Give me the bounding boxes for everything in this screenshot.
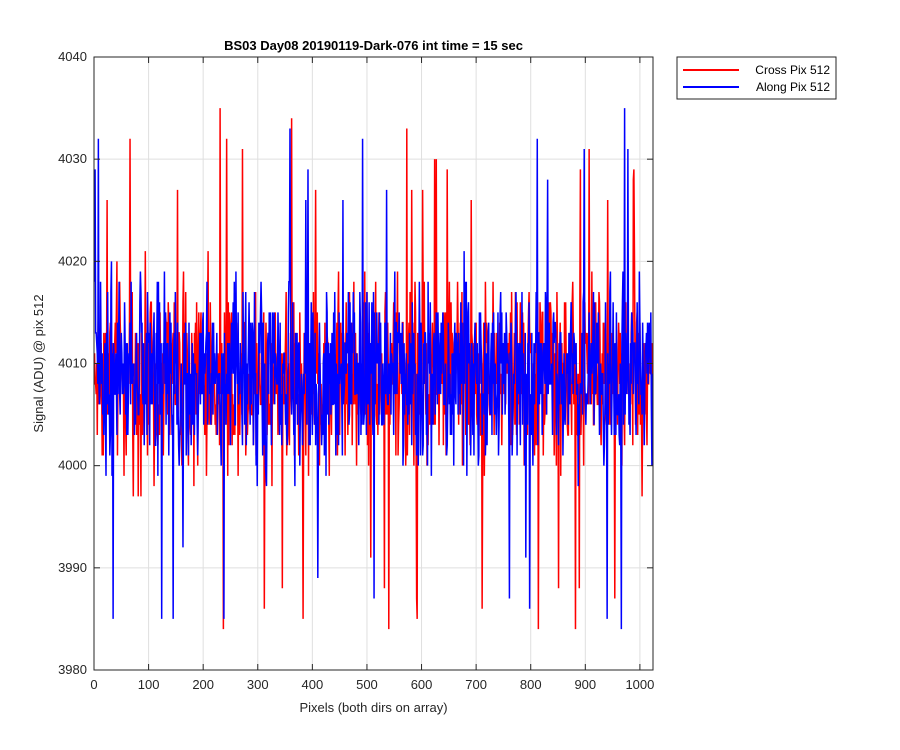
legend-box bbox=[676, 56, 837, 100]
series-line-along-pix-512 bbox=[94, 108, 653, 630]
y-axis-label: Signal (ADU) @ pix 512 bbox=[31, 294, 46, 432]
x-tick-label: 100 bbox=[138, 677, 160, 692]
x-tick-label: 800 bbox=[520, 677, 542, 692]
x-tick-label: 500 bbox=[356, 677, 378, 692]
y-tick-label: 4010 bbox=[58, 356, 87, 371]
legend-entry: Cross Pix 512 bbox=[755, 63, 830, 77]
x-tick-label: 700 bbox=[465, 677, 487, 692]
series-layer bbox=[94, 108, 653, 630]
chart-title: BS03 Day08 20190119-Dark-076 int time = … bbox=[224, 38, 523, 53]
x-tick-label: 400 bbox=[302, 677, 324, 692]
x-tick-label: 600 bbox=[411, 677, 433, 692]
x-tick-label: 0 bbox=[90, 677, 97, 692]
legend-entry: Along Pix 512 bbox=[756, 80, 830, 94]
y-tick-label: 4030 bbox=[58, 151, 87, 166]
legend: Cross Pix 512 Along Pix 512 bbox=[676, 56, 837, 100]
x-axis-label: Pixels (both dirs on array) bbox=[299, 700, 447, 715]
y-tick-label: 3990 bbox=[58, 560, 87, 575]
y-tick-label: 3980 bbox=[58, 662, 87, 677]
x-tick-label: 900 bbox=[574, 677, 596, 692]
y-tick-label: 4000 bbox=[58, 458, 87, 473]
ticks: 0 100 200 300 400 500 600 700 800 900 1000 3980 3990… bbox=[58, 49, 654, 692]
x-tick-label: 300 bbox=[247, 677, 269, 692]
x-tick-label: 1000 bbox=[625, 677, 654, 692]
x-tick-label: 200 bbox=[192, 677, 214, 692]
y-tick-label: 4020 bbox=[58, 253, 87, 268]
y-tick-label: 4040 bbox=[58, 49, 87, 64]
